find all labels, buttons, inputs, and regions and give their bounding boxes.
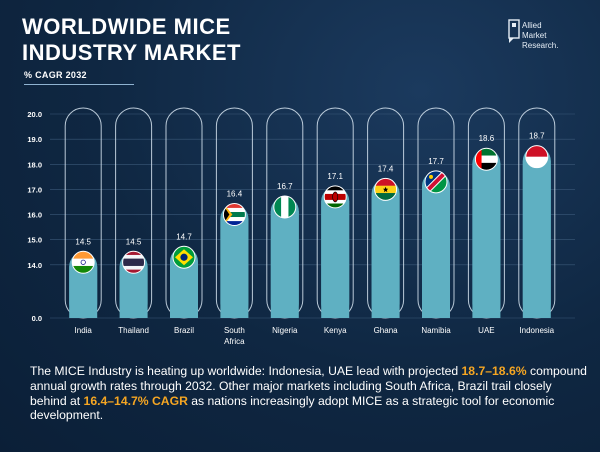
- bar-body: [270, 210, 299, 318]
- y-tick-label: 15.0: [27, 236, 42, 245]
- title-line-1: WORLDWIDE MICE: [22, 14, 231, 39]
- data-label: 18.6: [479, 134, 495, 143]
- data-label: 18.7: [529, 132, 545, 141]
- category-label: Kenya: [324, 326, 347, 335]
- bar-body: [170, 261, 198, 318]
- indonesia-flag-icon: [525, 145, 549, 169]
- brazil-flag-icon: [172, 245, 196, 269]
- caption-part-3: as nations increasingly adopt MICE as a …: [30, 393, 555, 423]
- category-label: UAE: [478, 326, 494, 335]
- data-label: 14.5: [75, 237, 91, 246]
- data-label: 14.5: [126, 237, 142, 246]
- category-label: Africa: [224, 337, 245, 346]
- india-flag-icon: [71, 250, 95, 274]
- bar-body: [220, 218, 249, 318]
- uae-flag-icon: [474, 147, 498, 171]
- caption-text: The MICE Industry is heating up worldwid…: [30, 364, 590, 423]
- y-tick-label: 17.0: [27, 185, 42, 194]
- bar-body: [422, 185, 450, 318]
- nigeria-flag-icon: [273, 195, 297, 219]
- data-label: 17.1: [327, 172, 343, 181]
- data-label: 16.4: [227, 190, 243, 199]
- category-label: Nigeria: [272, 326, 298, 335]
- title-line-2: INDUSTRY MARKET: [22, 40, 241, 65]
- subtitle-rule: [24, 84, 134, 85]
- caption-part-1: The MICE Industry is heating up worldwid…: [30, 364, 462, 378]
- logo-mark-icon: [508, 19, 520, 43]
- category-label: India: [75, 326, 93, 335]
- bar-body: [522, 160, 551, 318]
- category-label: Ghana: [374, 326, 399, 335]
- south-africa-flag-icon: [222, 203, 246, 227]
- caption-part-2: compound annual growth rates through 203…: [30, 364, 587, 408]
- bar-body: [371, 193, 400, 318]
- ghana-flag-icon: [374, 177, 398, 201]
- y-tick-label: 19.0: [27, 135, 42, 144]
- caption-highlight-1: 18.7–18.6%: [461, 364, 527, 378]
- page-title: WORLDWIDE MICE INDUSTRY MARKET: [22, 14, 241, 66]
- data-label: 16.7: [277, 182, 293, 191]
- y-tick-label: 18.0: [27, 160, 42, 169]
- y-tick-label: 0.0: [32, 314, 42, 323]
- bar-body: [69, 266, 98, 318]
- y-tick-label: 16.0: [27, 211, 42, 220]
- bar-chart: 0.0 14.0 15.0 16.0 17.0 18.0 19.0 20.0 14.5 India…: [27, 107, 575, 346]
- bar-body: [119, 266, 148, 318]
- bar-body: [321, 200, 350, 318]
- category-label: Thailand: [118, 326, 149, 335]
- logo-line-2: Market: [522, 31, 547, 40]
- category-label: Namibia: [421, 326, 451, 335]
- thailand-flag-icon: [122, 250, 146, 274]
- caption-highlight-2: 16.4–14.7% CAGR: [83, 393, 188, 408]
- namibia-flag-icon: [424, 170, 448, 194]
- data-label: 17.4: [378, 164, 394, 173]
- category-label: South: [224, 326, 245, 335]
- bar-body: [472, 163, 501, 318]
- y-tick-label: 14.0: [27, 261, 42, 270]
- logo-line-3: Research.: [522, 41, 559, 50]
- logo-line-1: Allied: [522, 21, 542, 30]
- logo-text: Allied Market Research.: [522, 21, 558, 51]
- y-tick-label: 20.0: [27, 110, 42, 119]
- kenya-flag-icon: [323, 185, 347, 209]
- category-label: Indonesia: [519, 326, 554, 335]
- chart-subtitle: % CAGR 2032: [24, 70, 87, 80]
- data-label: 17.7: [428, 157, 444, 166]
- brand-logo: Allied Market Research.: [508, 18, 586, 51]
- category-label: Brazil: [174, 326, 194, 335]
- data-label: 14.7: [176, 232, 192, 241]
